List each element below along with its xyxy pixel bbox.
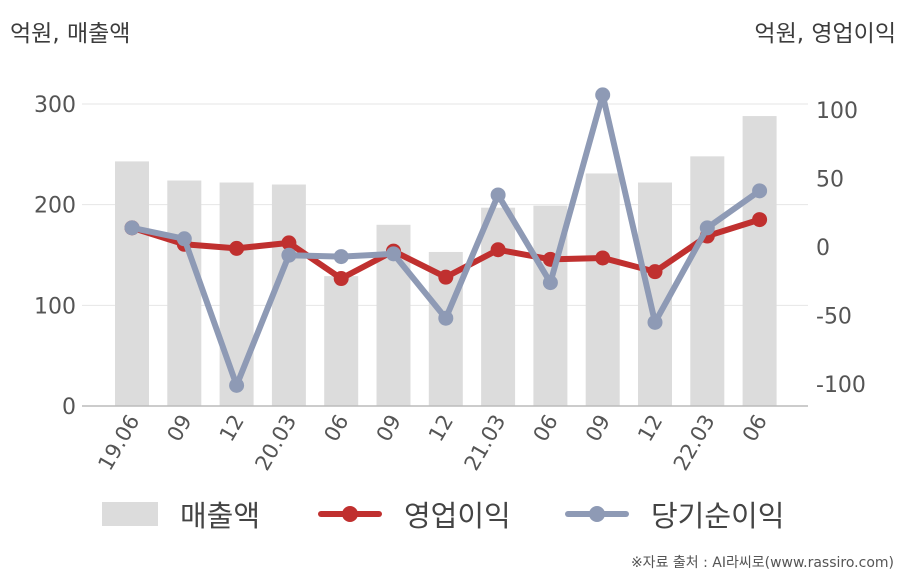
legend-item-operating-profit: 영업이익: [318, 492, 511, 536]
revenue-bar-12: [219, 182, 254, 406]
right-tick-0: 0: [816, 236, 830, 261]
legend-label-revenue: 매출액: [180, 499, 261, 533]
net-income-point-4: [333, 249, 349, 265]
x-tick-7: 21.03: [460, 410, 511, 474]
net-income-point-3: [281, 247, 297, 263]
x-tick-5: 09: [372, 411, 406, 446]
operating-profit-point-7: [490, 242, 506, 258]
legend-swatch-net-income: [565, 502, 629, 526]
legend-item-net-income: 당기순이익: [565, 492, 784, 536]
revenue-bar-06: [324, 276, 359, 406]
operating-profit-point-3: [281, 235, 297, 251]
net-income-point-0: [124, 220, 140, 236]
x-tick-1: 09: [162, 411, 196, 446]
right-axis-unit-label: 억원, 영업이익: [754, 21, 896, 47]
x-tick-3: 20.03: [250, 411, 301, 475]
legend-item-revenue: 매출액: [102, 492, 260, 536]
right-tick-50: 50: [816, 168, 844, 193]
legend: 매출액 영업이익 당기순이익: [0, 492, 908, 536]
operating-profit-point-6: [438, 269, 454, 285]
x-tick-11: 22.03: [669, 411, 720, 475]
left-tick-100: 100: [34, 294, 76, 319]
legend-label-net-income: 당기순이익: [651, 499, 785, 533]
revenue-bar-20.03: [271, 184, 306, 406]
x-tick-9: 09: [581, 411, 615, 446]
revenue-bar-12: [638, 182, 672, 406]
operating-profit-point-2: [229, 240, 245, 256]
right-tick--50: -50: [816, 305, 852, 330]
operating-profit-point-10: [647, 264, 663, 280]
profit-lines: [124, 87, 768, 393]
operating-profit-point-9: [595, 250, 611, 266]
net-income-point-1: [176, 231, 192, 247]
revenue-bar-09: [167, 180, 202, 406]
net-income-point-6: [438, 310, 454, 326]
x-tick-2: 12: [215, 411, 249, 446]
legend-swatch-operating-profit: [318, 502, 382, 526]
net-income-point-11: [699, 220, 715, 236]
legend-swatch-revenue: [102, 502, 158, 526]
net-income-point-5: [386, 246, 401, 262]
left-axis-unit-label: 억원, 매출액: [10, 21, 131, 47]
net-income-point-2: [229, 377, 245, 393]
left-tick-300: 300: [34, 93, 76, 118]
net-income-point-8: [542, 275, 558, 291]
x-tick-6: 12: [424, 411, 458, 446]
net-income-point-9: [595, 87, 611, 103]
left-tick-200: 200: [34, 194, 76, 219]
legend-label-operating-profit: 영업이익: [404, 499, 511, 533]
x-tick-10: 12: [633, 411, 667, 446]
revenue-bar-19.06: [115, 161, 149, 406]
net-income-point-7: [490, 187, 506, 203]
operating-profit-point-12: [752, 212, 768, 228]
right-tick--100: -100: [816, 373, 866, 398]
revenue-bar-09: [585, 173, 620, 406]
operating-profit-point-4: [333, 271, 349, 287]
x-tick-0: 19.06: [93, 411, 144, 475]
right-tick-100: 100: [816, 99, 858, 124]
x-tick-12: 06: [738, 411, 772, 446]
revenue-bars: [115, 116, 777, 406]
revenue-bar-21.03: [481, 207, 516, 406]
left-tick-0: 0: [62, 395, 76, 420]
x-tick-4: 06: [319, 411, 353, 446]
source-credit: ※자료 출처 : AI라씨로(www.rassiro.com): [630, 555, 894, 571]
revenue-bar-06: [742, 116, 777, 406]
revenue-bar-22.03: [690, 156, 725, 406]
net-income-point-12: [752, 183, 768, 199]
net-income-point-10: [647, 314, 663, 330]
x-tick-8: 06: [529, 411, 563, 446]
